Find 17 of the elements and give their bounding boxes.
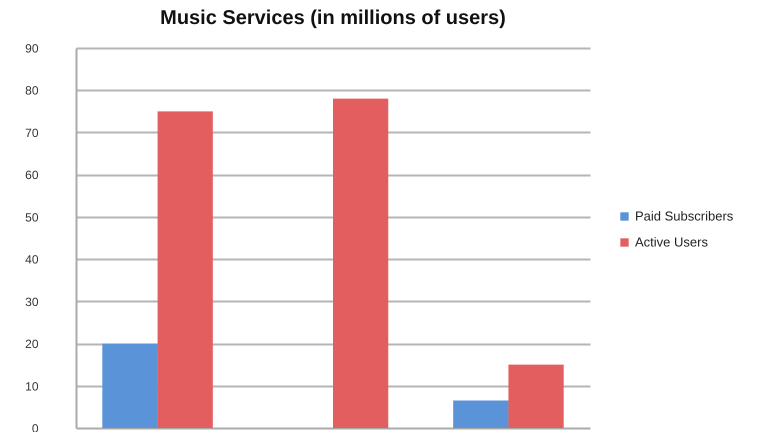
y-tick-label: 90 [25, 42, 39, 56]
y-tick-label: 10 [25, 379, 39, 394]
chart-title: Music Services (in millions of users) [160, 7, 506, 29]
legend-label: Active Users [635, 234, 708, 250]
y-tick-label: 50 [25, 210, 39, 224]
y-tick-label: 80 [25, 84, 39, 98]
bar [102, 344, 158, 428]
y-tick-label: 20 [25, 337, 39, 352]
bar [333, 98, 388, 428]
y-tick-label: 40 [25, 252, 39, 267]
y-tick-label: 70 [25, 126, 39, 140]
y-tick-label: 30 [25, 294, 39, 309]
bar [453, 400, 508, 428]
legend-label: Paid Subscribers [635, 208, 734, 224]
y-tick-label: 60 [25, 168, 39, 182]
bar [508, 364, 564, 428]
bar [158, 111, 213, 428]
